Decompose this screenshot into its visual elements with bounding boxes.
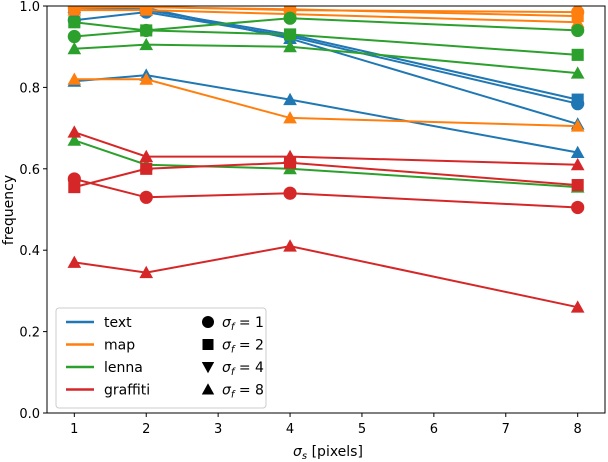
data-point-lenna-sigma-f-2 — [140, 24, 153, 37]
x-tick-label: 6 — [430, 422, 438, 437]
legend-label-graffiti: graffiti — [104, 383, 150, 399]
series-line-map-sigma-f-4 — [74, 9, 578, 24]
x-tick-label: 4 — [286, 422, 294, 437]
series-line-text-sigma-f-8 — [74, 74, 578, 154]
legend-label-sigma-f-1: σf = 1 — [222, 315, 264, 333]
series-line-map-sigma-f-8 — [74, 78, 578, 128]
axes: 1 2 3 4 5 6 7 8 0.0 0.2 0.4 0.6 0.8 1.0 — [19, 0, 606, 437]
legend-label-sigma-f-3: σf = 4 — [222, 360, 264, 378]
data-point-lenna-sigma-f-2 — [571, 48, 584, 61]
data-point-graffiti-sigma-f-2 — [68, 181, 81, 194]
legend: text map lenna graffiti σf = 1 σf = 2 σf = 4 σf… — [55, 307, 267, 409]
legend-label-map: map — [104, 338, 135, 354]
plot-area — [67, 6, 585, 313]
y-tick-label: 0.2 — [19, 326, 40, 341]
legend-label-sigma-f-2: σf = 2 — [222, 338, 264, 356]
data-point-map-sigma-f-8 — [139, 72, 154, 85]
data-point-text-sigma-f-8 — [283, 92, 297, 106]
data-point-lenna-sigma-f-1 — [571, 23, 585, 38]
data-point-text-sigma-f-2 — [571, 93, 584, 106]
series-line-lenna-sigma-f-1 — [74, 17, 578, 38]
series-line-graffiti-sigma-f-1 — [74, 178, 578, 209]
data-point-lenna-sigma-f-4 — [67, 41, 82, 55]
x-axis-label: σs [pixels] — [293, 444, 363, 462]
data-point-map-sigma-f-8 — [570, 119, 585, 132]
data-point-lenna-sigma-f-2 — [68, 16, 81, 29]
x-tick-label: 1 — [70, 422, 78, 437]
y-tick-label: 0.4 — [19, 244, 40, 259]
y-tick-label: 1.0 — [19, 0, 40, 15]
legend-marker-sigma-f-2 — [202, 339, 214, 350]
series-line-graffiti-sigma-f-2 — [74, 161, 578, 189]
x-tick-label: 8 — [574, 422, 582, 437]
data-point-lenna-sigma-f-1 — [283, 11, 297, 25]
series-line-graffiti-sigma-f-8 — [74, 245, 578, 309]
data-point-graffiti-sigma-f-8 — [570, 300, 585, 313]
axes-frame — [46, 5, 606, 414]
series-line-graffiti-sigma-f-4 — [74, 131, 578, 166]
legend-box — [55, 307, 267, 409]
x-tick-label: 7 — [502, 422, 510, 437]
legend-marker-sigma-f-3 — [201, 362, 215, 374]
data-point-graffiti-sigma-f-4 — [283, 149, 297, 163]
data-point-graffiti-sigma-f-8 — [283, 239, 297, 252]
x-axis-label-symbol: σ — [293, 444, 303, 460]
data-point-lenna-sigma-f-4 — [139, 37, 154, 51]
data-point-lenna-sigma-f-2 — [283, 28, 297, 41]
y-tick-label: 0.8 — [19, 81, 40, 96]
data-point-graffiti-sigma-f-1 — [139, 190, 153, 204]
x-tick-label: 5 — [358, 422, 366, 437]
data-point-graffiti-sigma-f-2 — [140, 162, 153, 175]
data-point-lenna-sigma-f-4 — [283, 39, 297, 53]
data-point-lenna-sigma-f-1 — [67, 29, 81, 44]
x-tick-label: 2 — [142, 422, 150, 437]
data-point-map-sigma-f-8 — [283, 111, 297, 124]
data-point-map-sigma-f-4 — [67, 6, 82, 16]
data-point-map-sigma-f-4 — [570, 15, 585, 28]
data-point-graffiti-sigma-f-1 — [283, 186, 297, 200]
data-point-lenna-sigma-f-8 — [67, 133, 82, 146]
data-point-graffiti-sigma-f-8 — [139, 265, 154, 279]
series-line-lenna-sigma-f-2 — [74, 21, 578, 56]
series-line-map-sigma-f-2 — [74, 6, 578, 18]
data-point-graffiti-sigma-f-2 — [571, 179, 584, 192]
y-tick-label: 0.0 — [19, 407, 40, 422]
x-axis-label-unit: [pixels] — [307, 444, 363, 460]
data-point-text-sigma-f-8 — [570, 145, 585, 159]
y-axis-label: frequency — [1, 175, 17, 245]
data-point-graffiti-sigma-f-4 — [67, 125, 82, 138]
data-point-map-sigma-f-8 — [67, 72, 82, 85]
data-point-lenna-sigma-f-4 — [570, 66, 585, 79]
x-tick-label: 3 — [214, 422, 222, 437]
x-axis-label-subscript: s — [302, 451, 307, 462]
legend-label-text: text — [104, 315, 132, 331]
y-tick-label: 0.6 — [19, 163, 40, 178]
legend-marker-sigma-f-4 — [201, 383, 215, 395]
data-point-graffiti-sigma-f-8 — [67, 255, 82, 268]
series-line-lenna-sigma-f-8 — [74, 139, 578, 189]
legend-label-sigma-f-4: σf = 8 — [222, 383, 264, 401]
legend-marker-sigma-f-1 — [202, 316, 214, 328]
data-point-graffiti-sigma-f-4 — [570, 157, 585, 171]
legend-label-lenna: lenna — [104, 360, 143, 376]
data-point-graffiti-sigma-f-4 — [139, 149, 154, 163]
data-point-graffiti-sigma-f-1 — [571, 200, 585, 215]
data-point-map-sigma-f-4 — [139, 6, 154, 16]
series-line-lenna-sigma-f-4 — [74, 43, 578, 75]
